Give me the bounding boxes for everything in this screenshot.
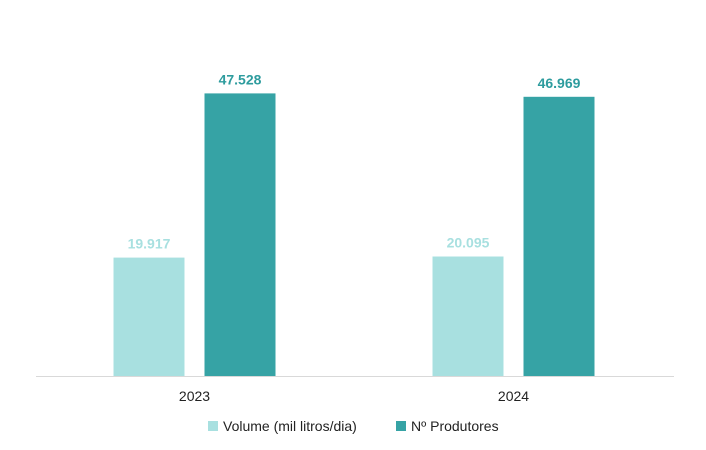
bar-volume-2024 <box>432 256 504 376</box>
data-label-volume-2024: 20.095 <box>447 235 490 251</box>
x-tick-label-2024: 2024 <box>498 388 529 404</box>
legend-label-produtores: Nº Produtores <box>411 418 499 434</box>
legend-swatch-produtores <box>396 421 406 431</box>
data-label-produtores-2023: 47.528 <box>219 71 262 87</box>
bar-produtores-2023 <box>204 93 276 377</box>
bar-volume-2023 <box>113 257 185 376</box>
data-label-volume-2023: 19.917 <box>128 236 171 252</box>
x-tick-label-2023: 2023 <box>179 388 210 404</box>
bar-produtores-2024 <box>523 96 595 377</box>
data-label-produtores-2024: 46.969 <box>538 75 581 91</box>
legend-label-volume: Volume (mil litros/dia) <box>223 418 357 434</box>
legend-swatch-volume <box>208 421 218 431</box>
